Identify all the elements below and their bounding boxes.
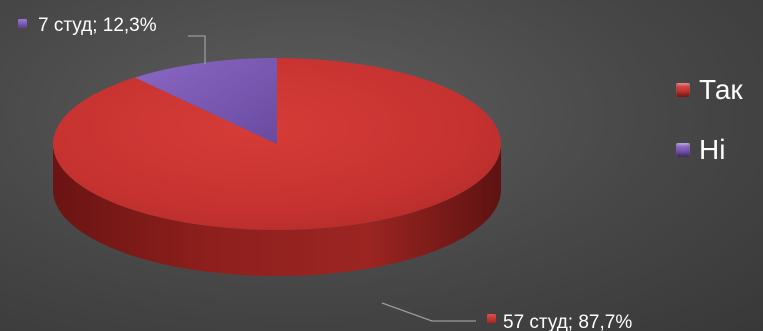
leader-line-ni (188, 35, 206, 64)
data-label-ni: 7 студ; 12,3% (38, 15, 157, 36)
leader-line-tak (381, 302, 476, 322)
pie-side-wall (53, 144, 501, 276)
legend-item-ni: Ні (676, 132, 743, 168)
legend-label-tak: Так (699, 74, 743, 105)
data-label-marker-ni (18, 19, 27, 28)
legend-item-tak: Так (676, 72, 743, 108)
pie-slice-ni (134, 58, 277, 144)
data-label-tak: 57 студ; 87,7% (503, 312, 632, 331)
legend-swatch-ni (676, 143, 690, 157)
legend: Так Ні (676, 72, 743, 168)
legend-label-ni: Ні (699, 134, 726, 165)
data-label-marker-tak (487, 314, 496, 323)
legend-swatch-tak (676, 83, 690, 97)
pie-slice-tak (53, 58, 502, 231)
